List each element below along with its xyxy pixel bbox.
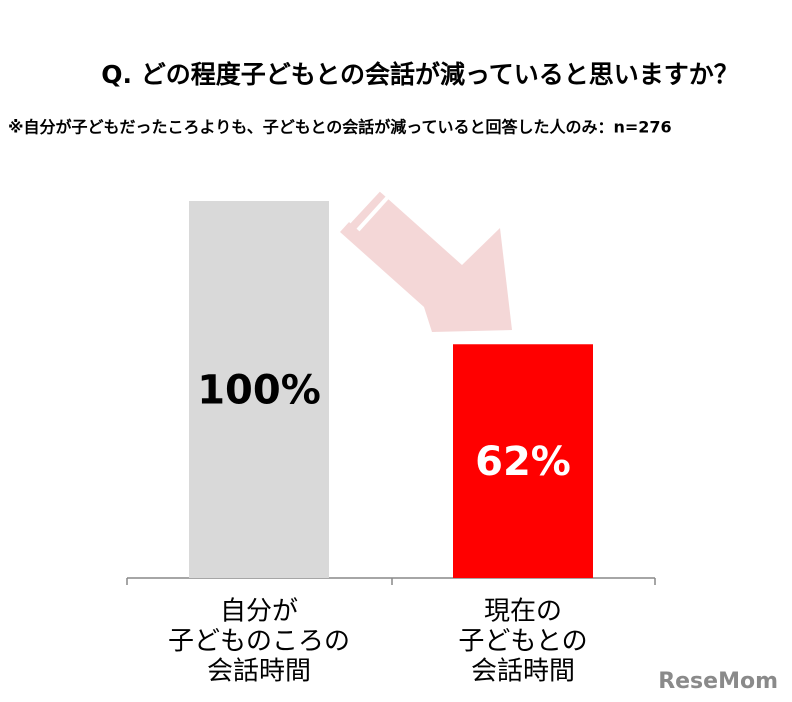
bar — [453, 344, 593, 578]
x-tick-label: 会話時間 — [471, 657, 575, 687]
arrow-shape — [340, 190, 512, 332]
value-label: 62% — [475, 439, 571, 485]
watermark: ReseMom — [658, 669, 778, 694]
value-label: 100% — [197, 368, 321, 414]
x-tick-label: 子どもとの — [458, 627, 587, 657]
decorative-arrow — [340, 178, 512, 332]
chart-title: Q. どの程度子どもとの会話が減っていると思いますか？ — [101, 60, 738, 89]
x-tick-label: 会話時間 — [207, 657, 311, 687]
x-tick-label: 子どものころの — [168, 627, 350, 657]
bar — [189, 201, 329, 578]
chart-subtitle: ※自分が子どもだったころよりも、子どもとの会話が減っていると回答した人のみ：n=… — [8, 118, 672, 137]
arrow-stripe — [356, 186, 398, 232]
x-tick-label: 現在の — [484, 597, 562, 627]
arrow-stripe — [347, 178, 390, 224]
x-tick-label: 自分が — [220, 597, 298, 627]
